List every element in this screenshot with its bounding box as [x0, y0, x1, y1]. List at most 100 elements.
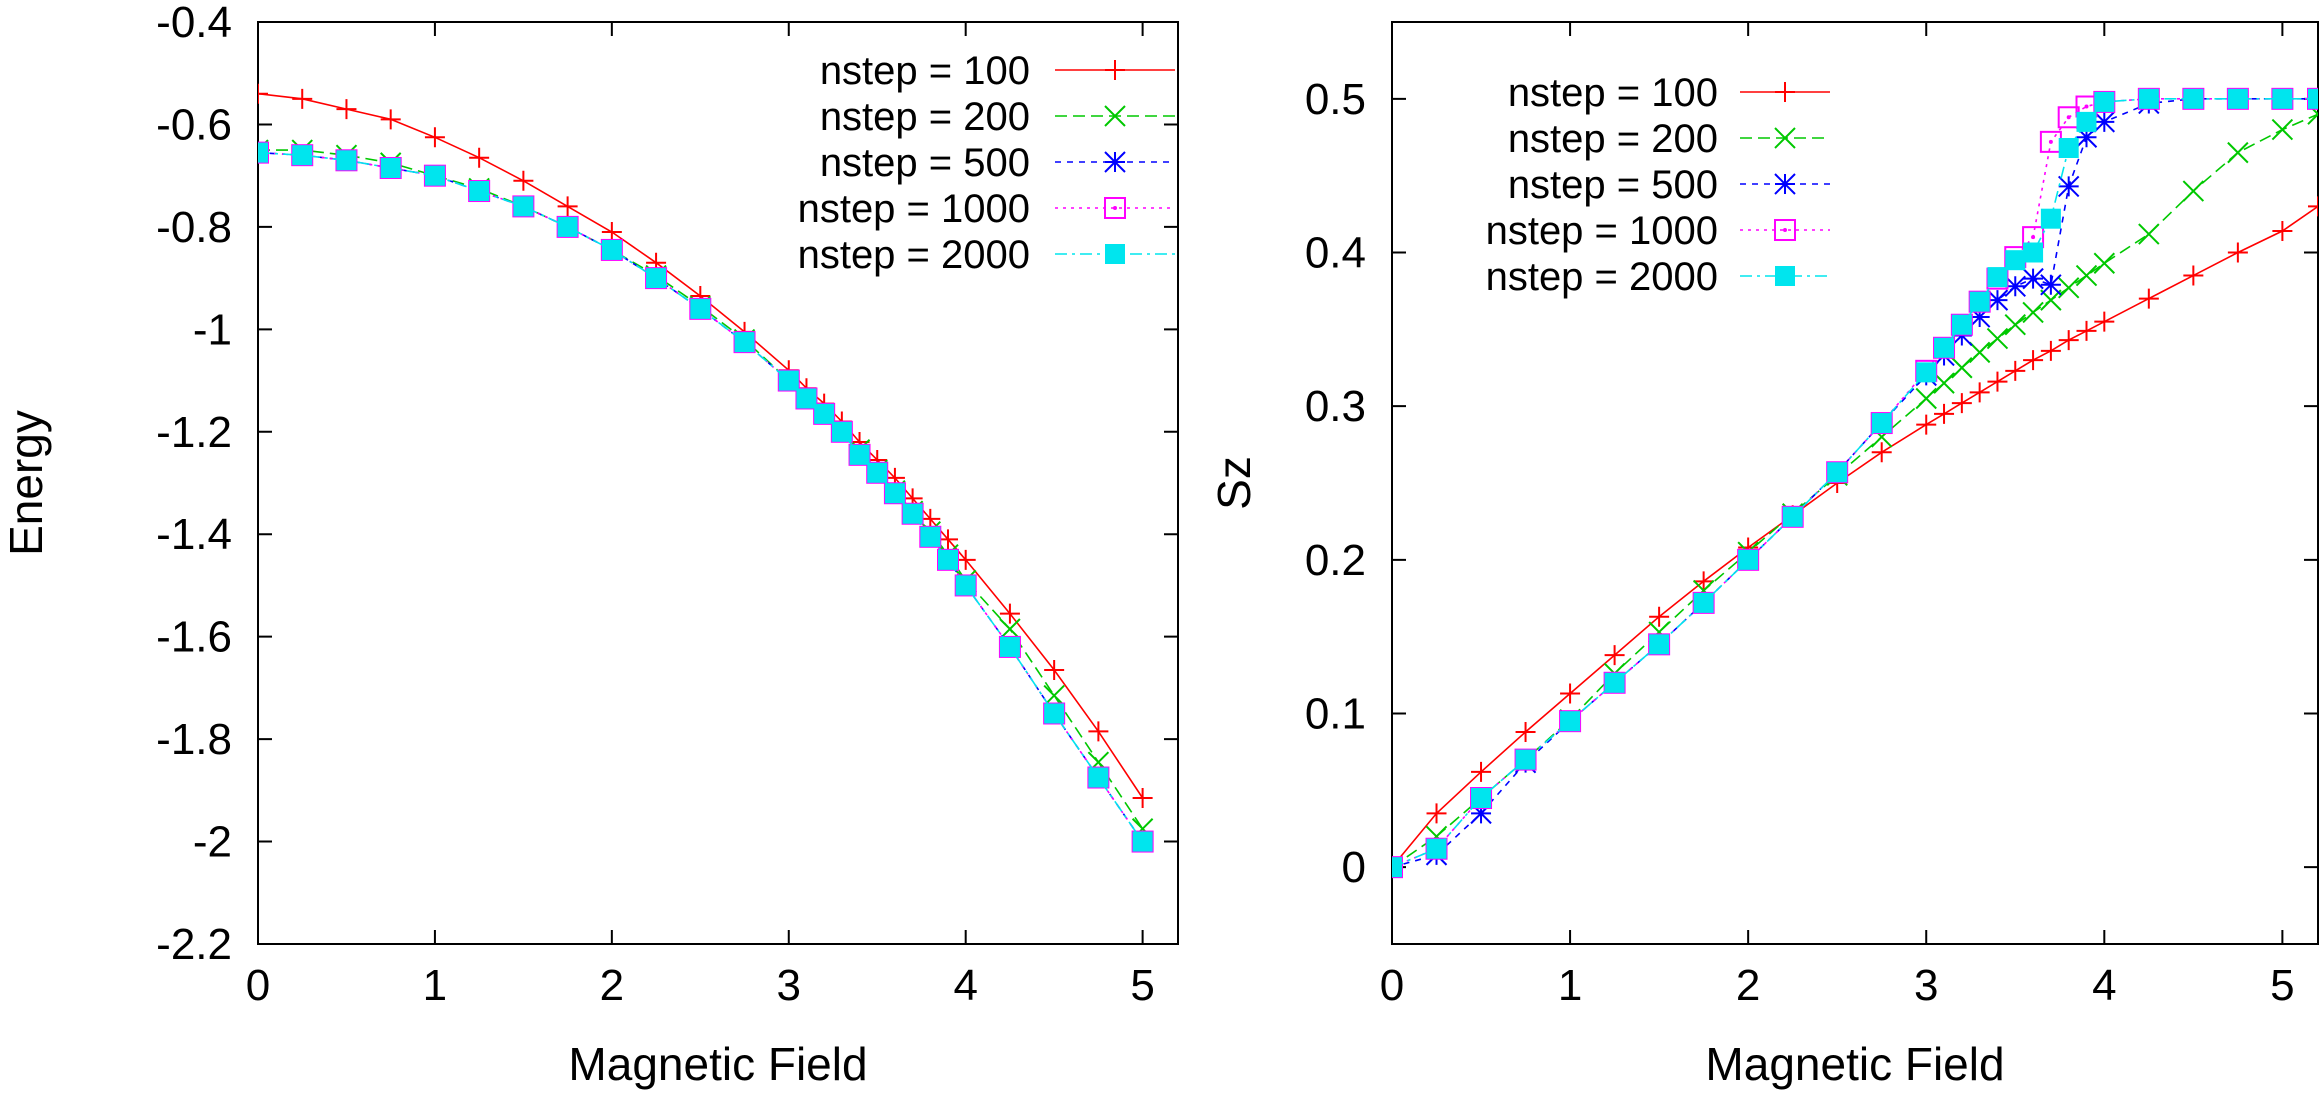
data-point [336, 99, 357, 120]
y-tick-label: 0.3 [1305, 382, 1366, 431]
data-point [1951, 393, 1972, 414]
data-point [2004, 275, 2026, 298]
legend-item: nstep = 200 [820, 95, 1175, 139]
data-point [999, 636, 1020, 657]
legend-marker [1774, 127, 1796, 149]
series-5 [258, 142, 1153, 852]
data-point [2075, 264, 2098, 287]
y-tick-label: -1.2 [156, 408, 232, 457]
y-axis-title: Sz [1208, 456, 1260, 510]
data-point [955, 549, 976, 570]
data-point [734, 332, 755, 353]
data-point [1515, 721, 1536, 742]
data-point [2182, 180, 2205, 202]
data-point [2138, 88, 2159, 109]
data-point [2094, 311, 2115, 332]
legend-marker [1104, 197, 1126, 219]
legend-marker [1104, 151, 1126, 173]
data-point [2005, 250, 2026, 271]
plot-frame [257, 21, 1179, 945]
data-point [2227, 242, 2248, 263]
data-point [1515, 749, 1536, 770]
y-tick-label: -0.6 [156, 100, 232, 149]
data-point [1471, 788, 1492, 809]
data-point [1916, 362, 1937, 383]
data-point [292, 145, 313, 166]
data-point [2040, 340, 2061, 361]
data-point [1426, 803, 1447, 824]
data-point [778, 370, 799, 391]
data-point [2058, 330, 2079, 351]
chart-panel-1: 0 1 2 3 4 5 -0.4 -0.6 -0.8 -1 -1.2 -1.4 -1.6 -1.8 -2 -2… [0, 0, 1179, 1090]
data-point [380, 157, 401, 178]
data-point [1560, 711, 1581, 732]
data-point [920, 526, 941, 547]
x-tick-label: 4 [953, 961, 977, 1010]
data-point [2057, 277, 2080, 299]
data-point [814, 403, 835, 424]
data-point [2023, 242, 2044, 263]
data-point [1916, 414, 1937, 435]
y-tick-label: 0.2 [1305, 536, 1366, 585]
x-tick-label: 2 [600, 961, 624, 1010]
data-point [2093, 252, 2116, 274]
data-point [2227, 88, 2248, 109]
data-point [955, 575, 976, 596]
data-point [2004, 314, 2026, 336]
data-point [2183, 88, 2204, 109]
x-tick-label: 0 [1380, 961, 1404, 1010]
data-point [1986, 327, 2009, 350]
data-point [1738, 549, 1759, 570]
x-tick-label: 0 [246, 961, 270, 1010]
data-point [831, 421, 852, 442]
data-point [1871, 413, 1892, 434]
data-point [1132, 788, 1153, 809]
data-point [2075, 126, 2098, 148]
data-point [1915, 387, 1937, 410]
legend-label: nstep = 500 [820, 141, 1030, 185]
x-tick-label: 3 [1914, 961, 1938, 1010]
data-point [2093, 111, 2116, 133]
data-point [2039, 130, 2062, 153]
data-area [1392, 87, 2318, 879]
data-point [849, 444, 870, 465]
data-point [2040, 289, 2062, 311]
data-point [258, 83, 268, 104]
legend-item: nstep = 1000 [1486, 209, 1830, 253]
data-point [2005, 360, 2026, 381]
data-point [469, 147, 490, 168]
chart-panel-2: 0 1 2 3 4 5 0 0.1 0.2 0.3 0.4 0.5 Magnetic Field Sz ns… [1208, 21, 2319, 1090]
legend-label: nstep = 200 [1508, 117, 1718, 161]
x-tick-label: 1 [423, 961, 447, 1010]
y-tick-label: -0.4 [156, 0, 232, 47]
legend-item: nstep = 100 [820, 49, 1175, 93]
x-tick-label: 2 [1736, 961, 1760, 1010]
data-point [2183, 265, 2204, 286]
legend-marker [1774, 173, 1796, 195]
data-point [2058, 138, 2079, 159]
x-tick-label: 3 [777, 961, 801, 1010]
data-point [1987, 267, 2008, 288]
data-point [1392, 857, 1402, 878]
x-axis-title: Magnetic Field [1705, 1038, 2004, 1090]
data-point [1044, 703, 1065, 724]
y-tick-label: -2.2 [156, 920, 232, 969]
data-point [1969, 291, 1990, 312]
data-point [292, 88, 313, 109]
y-tick-label: -1.8 [156, 715, 232, 764]
data-point [1968, 306, 1991, 328]
data-point [2076, 111, 2097, 132]
data-point [2040, 208, 2061, 229]
x-tick-label: 1 [1558, 961, 1582, 1010]
data-point [1987, 371, 2008, 392]
y-tick-label: 0.1 [1305, 690, 1366, 739]
y-tick-label: -1.4 [156, 510, 232, 559]
data-point [920, 508, 941, 529]
data-point [796, 388, 817, 409]
data-point [1471, 761, 1492, 782]
x-tick-label: 5 [2270, 961, 2294, 1010]
data-point [938, 529, 958, 550]
legend-item: nstep = 200 [1508, 117, 1830, 161]
